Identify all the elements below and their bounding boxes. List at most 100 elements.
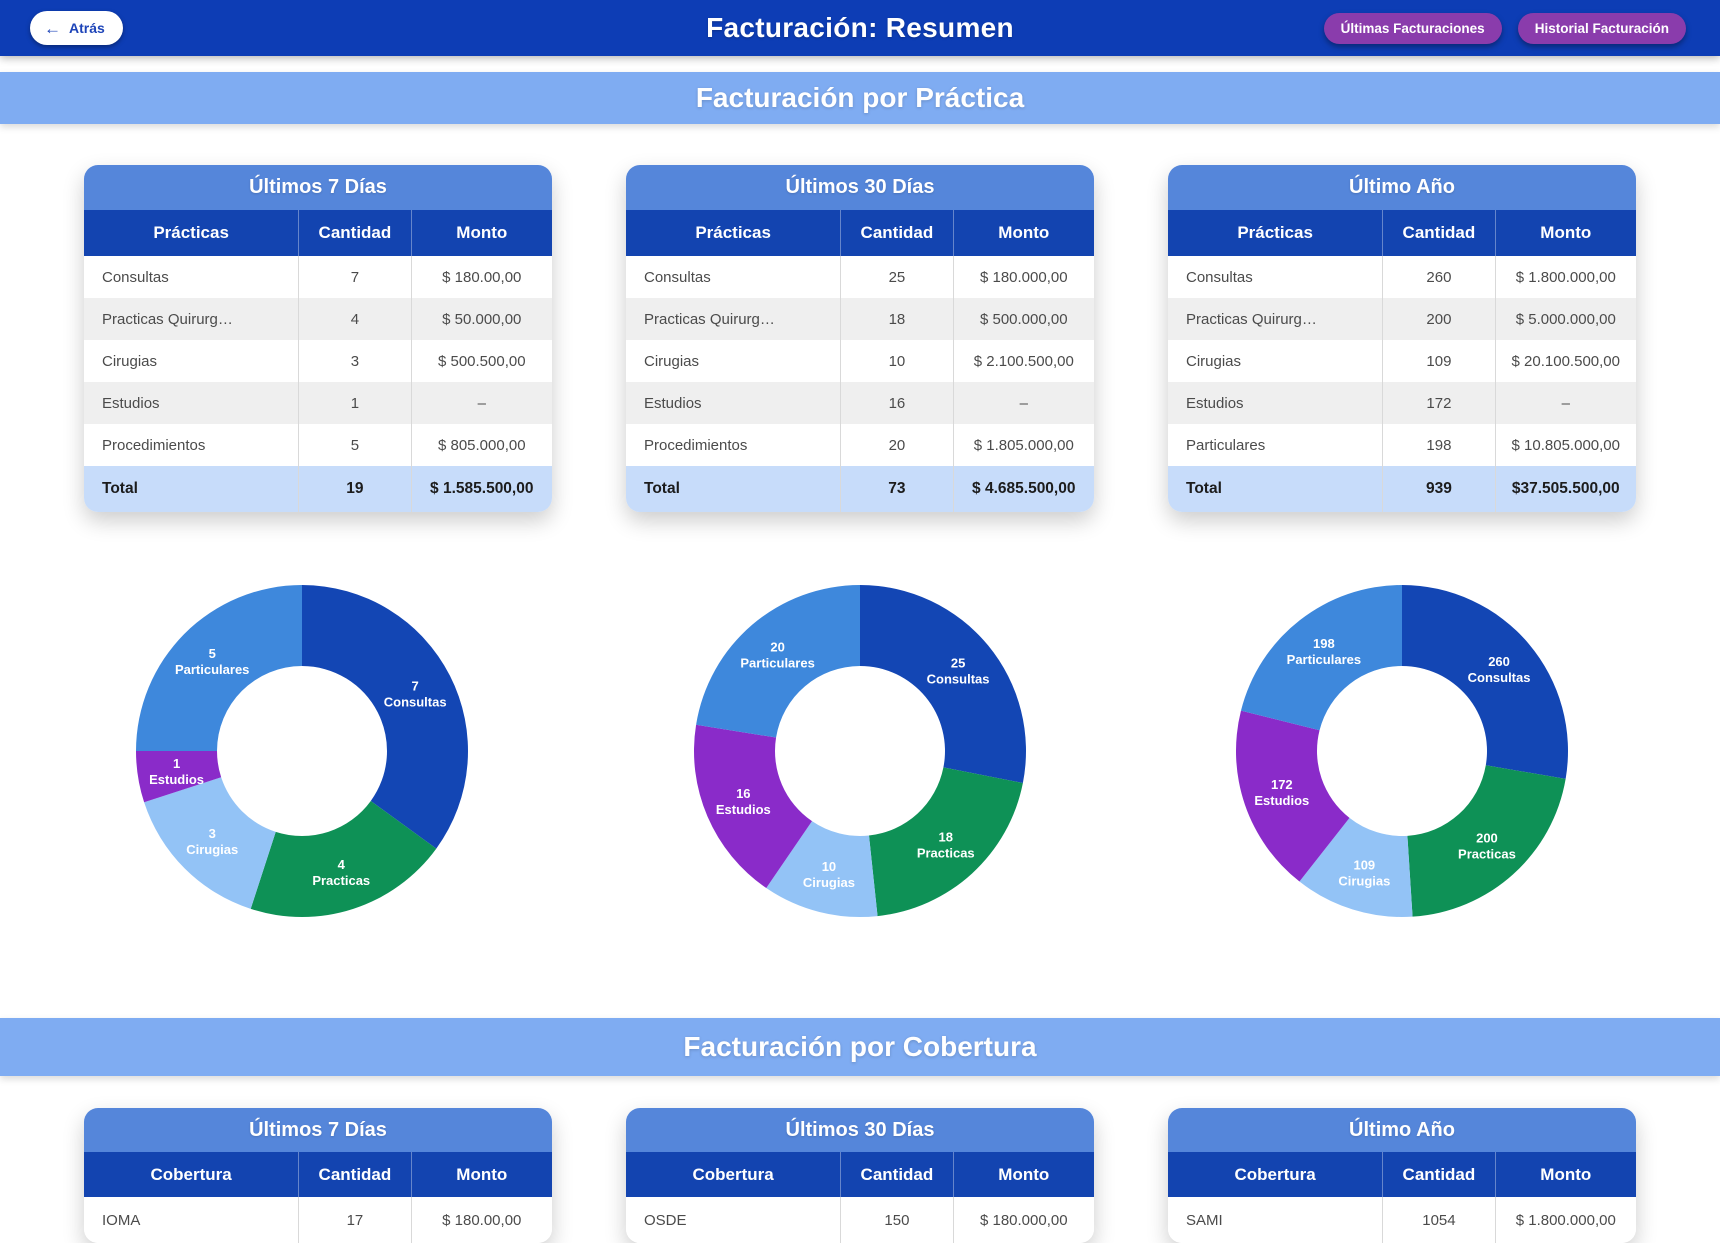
column-header: Cantidad bbox=[299, 1152, 412, 1197]
total-label: Total bbox=[626, 466, 842, 512]
donut-slice-estudios[interactable] bbox=[693, 724, 812, 888]
donut-slice-estudios[interactable] bbox=[136, 751, 222, 803]
donut-slice-practicas[interactable] bbox=[868, 767, 1023, 917]
row-amount: $ 2.100.500,00 bbox=[973, 352, 1074, 370]
table-row: Particulares 198 $ 10.805.000,00 bbox=[1168, 424, 1636, 466]
table-total-row: Total 73 $ 4.685.500,00 bbox=[626, 466, 1094, 512]
table-body: IOMA 17 $ 180.00,00 bbox=[84, 1197, 552, 1243]
column-header: Cantidad bbox=[1383, 210, 1496, 256]
row-amount: $ 180.000,00 bbox=[979, 268, 1068, 286]
row-label: Estudios bbox=[1168, 382, 1384, 424]
column-header: Monto bbox=[998, 1164, 1050, 1184]
table-body: Consultas 7 $ 180.00,00 Practicas Quirurg… 4… bbox=[84, 256, 552, 512]
row-quantity: 109 bbox=[1383, 340, 1496, 382]
column-header: Cantidad bbox=[299, 210, 412, 256]
donut-chart-30-dias: 25 Consultas 18 Practicas 10 Cirugias 16 Estudi… bbox=[692, 583, 1028, 919]
row-quantity: 5 bbox=[299, 424, 412, 466]
donut-chart-ano: 260 Consultas 200 Practicas 109 Cirugias 172 Es… bbox=[1234, 583, 1570, 919]
donut-slice-label: 5 Particulares bbox=[175, 646, 249, 677]
table-row: SAMI 1054 $ 1.800.000,00 bbox=[1168, 1197, 1636, 1243]
donut-slice-label: 20 Particulares bbox=[740, 639, 814, 670]
donut-slice-particulares[interactable] bbox=[696, 585, 860, 738]
row-amount: $ 1.800.000,00 bbox=[1515, 268, 1616, 286]
donut-slice-consultas[interactable] bbox=[860, 585, 1026, 784]
column-header: Cobertura bbox=[626, 1152, 842, 1197]
ultimas-facturaciones-button[interactable]: Últimas Facturaciones bbox=[1323, 13, 1502, 44]
table-body: OSDE 150 $ 180.000,00 bbox=[626, 1197, 1094, 1243]
table-total-row: Total 939 $37.505.500,00 bbox=[1168, 466, 1636, 512]
total-quantity: 939 bbox=[1383, 466, 1496, 512]
donut-slice-label: 25 Consultas bbox=[927, 655, 990, 686]
table-column-headers: Prácticas Cantidad Monto bbox=[626, 210, 1094, 256]
row-label: SAMI bbox=[1168, 1197, 1384, 1243]
row-label: IOMA bbox=[84, 1197, 300, 1243]
donut-slice-label: 10 Cirugias bbox=[803, 859, 855, 890]
back-button[interactable]: ← Atrás bbox=[30, 11, 123, 45]
top-bar-actions: Últimas Facturaciones Historial Facturac… bbox=[1323, 13, 1686, 44]
row-amount: $ 180.000,00 bbox=[979, 1211, 1068, 1229]
table-row: Practicas Quirurg… 4 $ 50.000,00 bbox=[84, 298, 552, 340]
column-header: Cantidad bbox=[841, 210, 954, 256]
table-title: Últimos 30 Días bbox=[626, 1108, 1094, 1152]
table-row: OSDE 150 $ 180.000,00 bbox=[626, 1197, 1094, 1243]
row-amount: $ 805.000,00 bbox=[437, 436, 526, 454]
row-label: Consultas bbox=[1168, 256, 1384, 298]
row-quantity: 260 bbox=[1383, 256, 1496, 298]
row-quantity: 1054 bbox=[1383, 1197, 1496, 1243]
donut-slice-particulares[interactable] bbox=[136, 585, 302, 751]
donut-slice-practicas[interactable] bbox=[1407, 765, 1566, 917]
row-amount: $ 1.805.000,00 bbox=[973, 436, 1074, 454]
donut-slice-consultas[interactable] bbox=[1402, 585, 1569, 779]
historial-facturacion-button[interactable]: Historial Facturación bbox=[1517, 13, 1686, 44]
donut-slice-cirugias[interactable] bbox=[1299, 817, 1413, 917]
column-header: Monto bbox=[456, 1164, 508, 1184]
donut-slice-particulares[interactable] bbox=[1240, 585, 1402, 731]
table-card-cobertura-7-dias: Últimos 7 Días Cobertura Cantidad Monto IO… bbox=[84, 1108, 552, 1243]
row-amount: – bbox=[477, 394, 486, 412]
table-row: Practicas Quirurg… 18 $ 500.000,00 bbox=[626, 298, 1094, 340]
table-row: Estudios 1 – bbox=[84, 382, 552, 424]
row-amount: $ 500.500,00 bbox=[437, 352, 526, 370]
table-row: Consultas 7 $ 180.00,00 bbox=[84, 256, 552, 298]
row-amount: – bbox=[1019, 394, 1028, 412]
table-row: Estudios 16 – bbox=[626, 382, 1094, 424]
row-label: Practicas Quirurg… bbox=[84, 298, 300, 340]
row-label: Estudios bbox=[84, 382, 300, 424]
row-amount: $ 10.805.000,00 bbox=[1511, 436, 1620, 454]
row-quantity: 1 bbox=[299, 382, 412, 424]
back-button-label: Atrás bbox=[69, 20, 105, 36]
donut-slice-consultas[interactable] bbox=[302, 585, 469, 849]
row-label: Particulares bbox=[1168, 424, 1384, 466]
donut-slice-practicas[interactable] bbox=[250, 800, 437, 918]
section-header-facturacion-por-practica: Facturación por Práctica bbox=[0, 72, 1720, 124]
table-row: Cirugias 109 $ 20.100.500,00 bbox=[1168, 340, 1636, 382]
row-label: Cirugias bbox=[84, 340, 300, 382]
total-label: Total bbox=[84, 466, 300, 512]
row-amount: $ 5.000.000,00 bbox=[1515, 310, 1616, 328]
row-amount: $ 180.00,00 bbox=[442, 268, 522, 286]
table-row: Consultas 260 $ 1.800.000,00 bbox=[1168, 256, 1636, 298]
row-amount: $ 1.800.000,00 bbox=[1515, 1211, 1616, 1229]
donut-slice-cirugias[interactable] bbox=[766, 821, 878, 918]
column-header: Prácticas bbox=[626, 210, 842, 256]
row-quantity: 200 bbox=[1383, 298, 1496, 340]
donut-slice-label: 200 Practicas bbox=[1458, 830, 1516, 861]
total-amount: $ 1.585.500,00 bbox=[430, 480, 534, 497]
table-title: Último Año bbox=[1168, 1108, 1636, 1152]
row-quantity: 150 bbox=[841, 1197, 954, 1243]
row-amount: $ 50.000,00 bbox=[442, 310, 522, 328]
row-quantity: 10 bbox=[841, 340, 954, 382]
section-header-facturacion-por-cobertura: Facturación por Cobertura bbox=[0, 1018, 1720, 1076]
donut-chart-7-dias: 7 Consultas 4 Practicas 3 Cirugias 1 Estudios 5 P… bbox=[134, 583, 470, 919]
donut-slice-estudios[interactable] bbox=[1235, 710, 1350, 882]
table-column-headers: Prácticas Cantidad Monto bbox=[1168, 210, 1636, 256]
table-card-cobertura-30-dias: Últimos 30 Días Cobertura Cantidad Monto O… bbox=[626, 1108, 1094, 1243]
table-row: Cirugias 3 $ 500.500,00 bbox=[84, 340, 552, 382]
table-column-headers: Cobertura Cantidad Monto bbox=[626, 1152, 1094, 1197]
table-body: SAMI 1054 $ 1.800.000,00 bbox=[1168, 1197, 1636, 1243]
donut-slice-label: 109 Cirugias bbox=[1338, 857, 1390, 888]
column-header: Prácticas bbox=[1168, 210, 1384, 256]
column-header: Cobertura bbox=[84, 1152, 300, 1197]
row-quantity: 7 bbox=[299, 256, 412, 298]
donut-slice-cirugias[interactable] bbox=[144, 777, 276, 909]
